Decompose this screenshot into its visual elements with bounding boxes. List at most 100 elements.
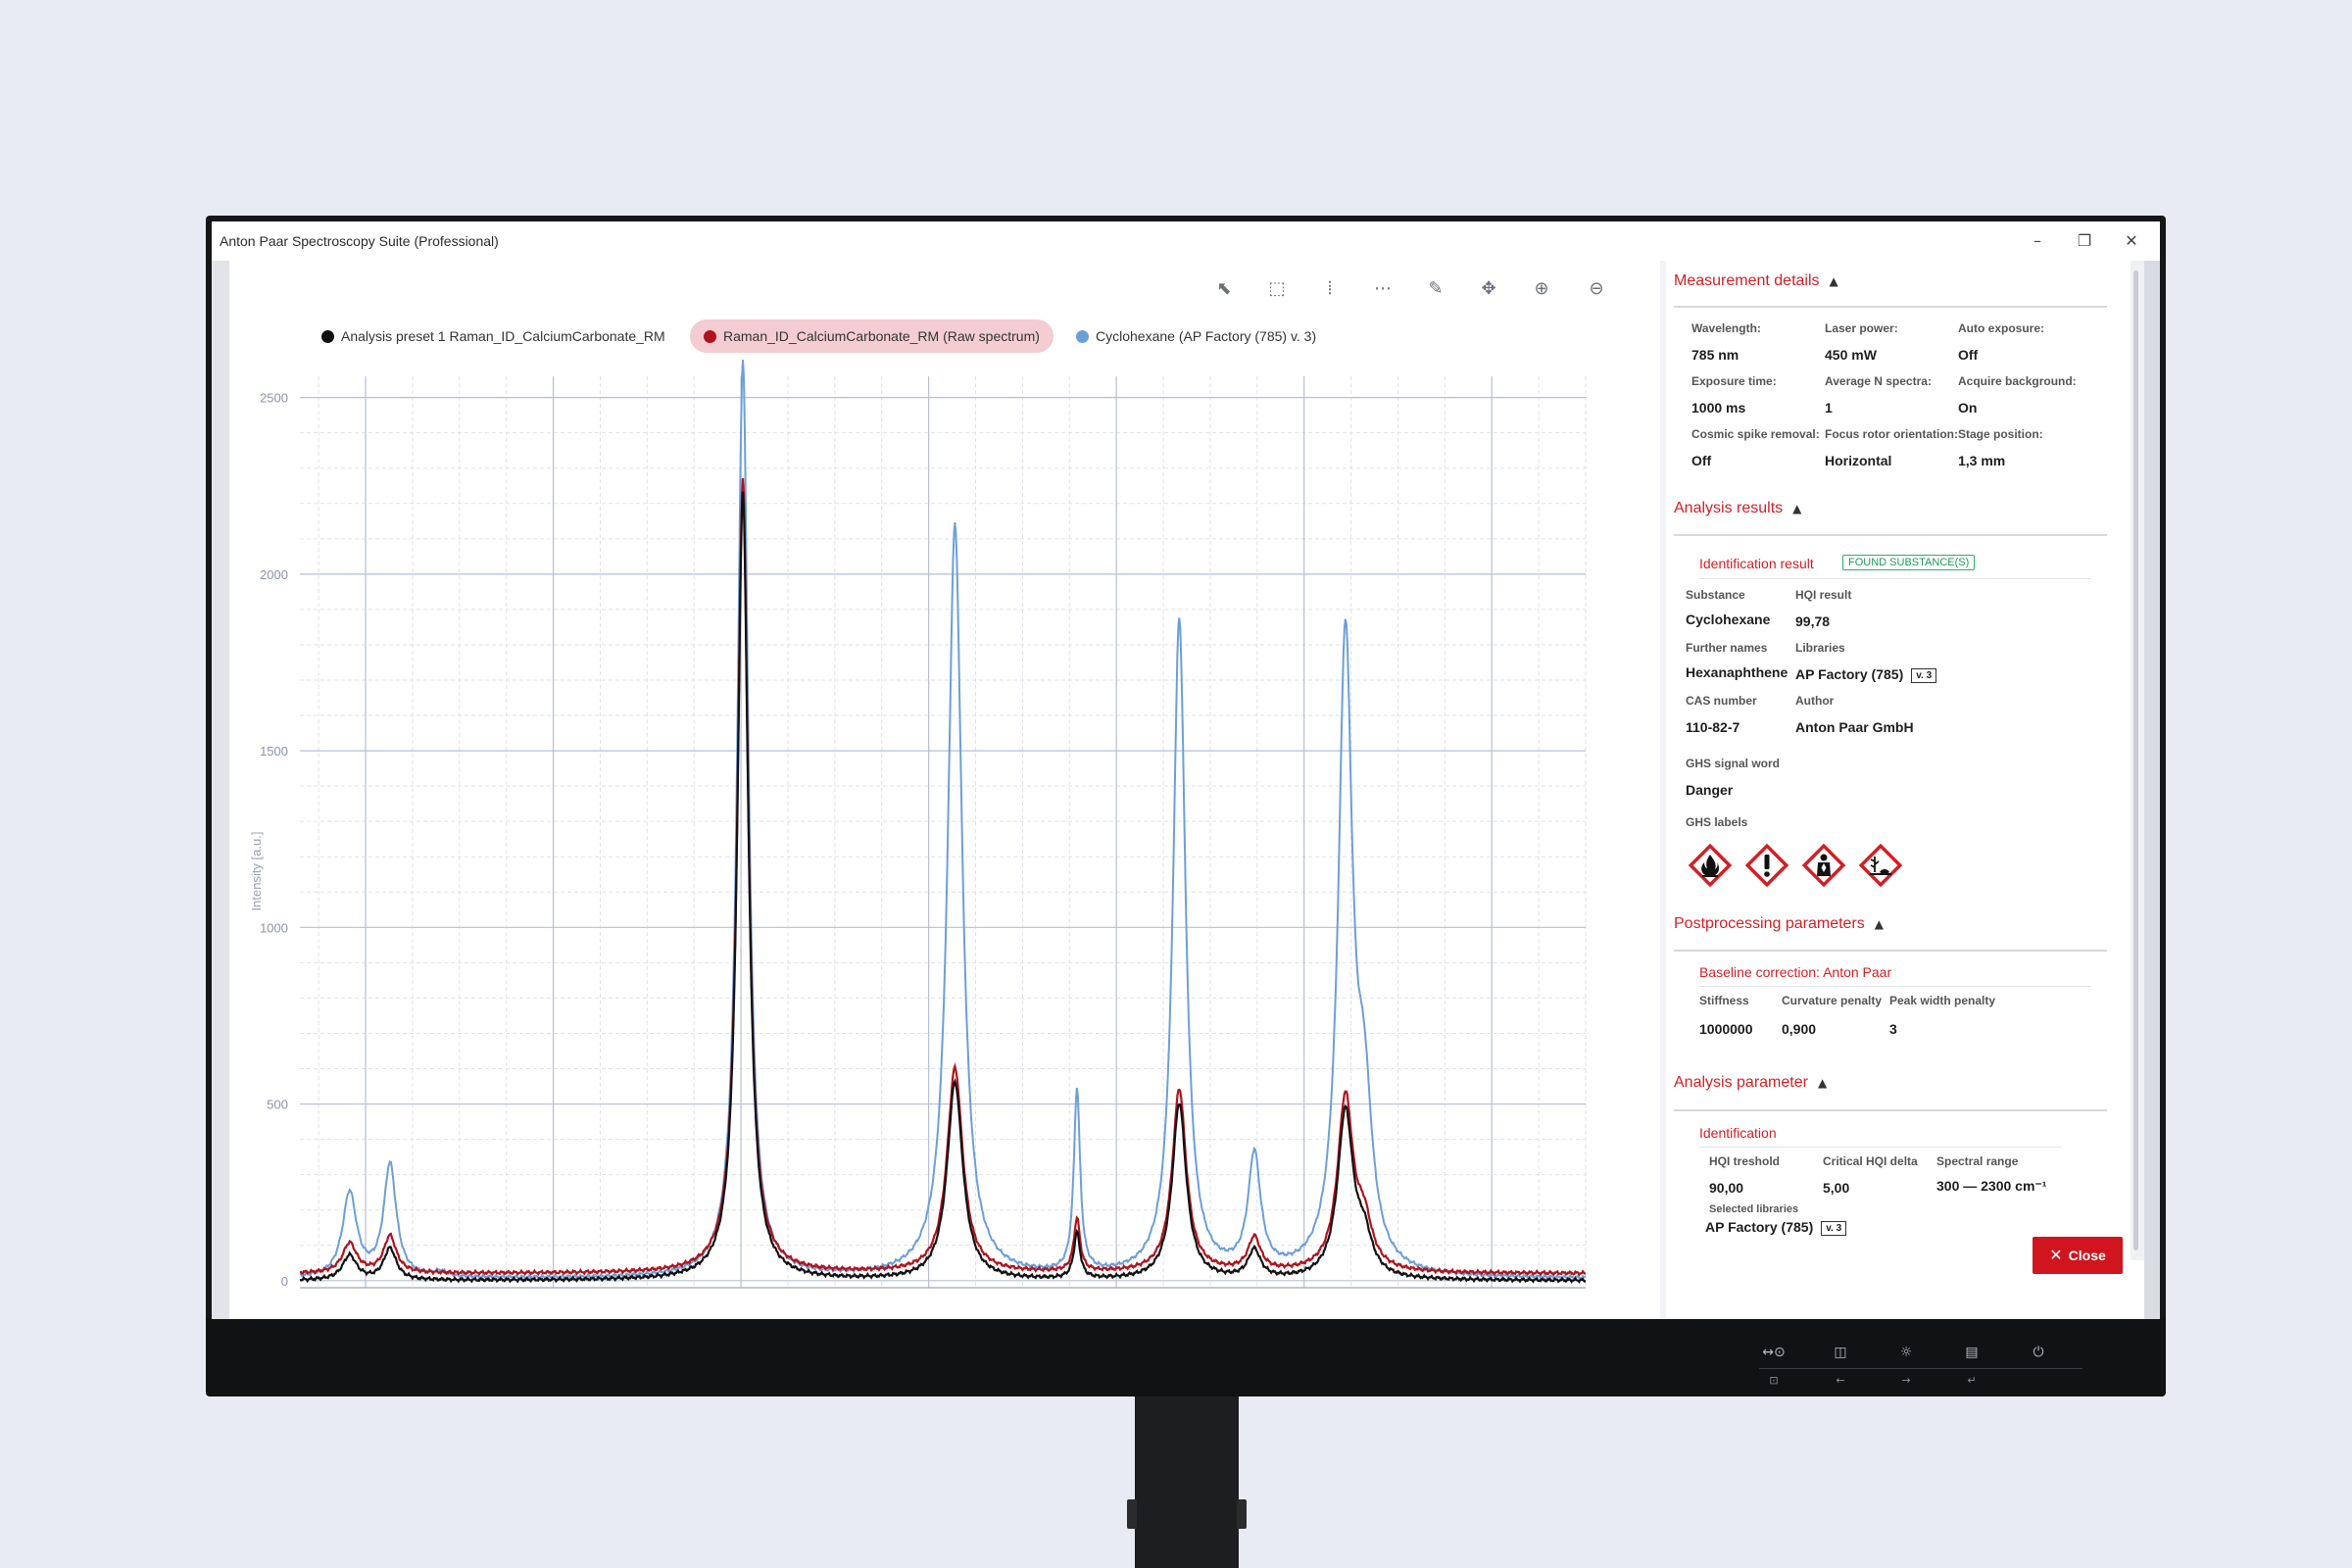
substance-value: Cyclohexane <box>1686 612 1771 627</box>
selected-library-name: AP Factory (785) <box>1705 1219 1814 1235</box>
legend-dot <box>1076 330 1089 343</box>
pan-icon[interactable]: ✥ <box>1481 278 1496 299</box>
x-zoom-icon[interactable]: ⦙ <box>1327 278 1333 299</box>
monitor-stand <box>1135 1392 1239 1568</box>
field-value: 1,3 mm <box>1958 453 2006 468</box>
chevron-up-icon: ▲ <box>1829 274 1838 288</box>
field-label: Average N spectra: <box>1825 374 1932 388</box>
section-divider <box>1674 1109 2107 1111</box>
y-axis-label: Intensity [a.u.] <box>249 832 264 911</box>
peak-width-label: Peak width penalty <box>1889 994 1996 1007</box>
monitor-menu-icon[interactable]: ▤ <box>1965 1345 1979 1360</box>
chevron-up-icon: ▲ <box>1874 917 1884 931</box>
y-zoom-icon[interactable]: ⋯ <box>1374 278 1392 299</box>
legend-item-raw-spectrum[interactable]: Raman_ID_CalciumCarbonate_RM (Raw spectr… <box>690 319 1054 353</box>
monitor-sub-icon: → <box>1901 1374 1911 1387</box>
close-button[interactable]: ✕ Close <box>2033 1237 2123 1274</box>
flame-pictogram-icon <box>1688 843 1733 888</box>
monitor-power-icon[interactable]: ⏻ <box>2033 1345 2044 1360</box>
restore-button[interactable]: ❐ <box>2077 231 2092 250</box>
library-value: AP Factory (785) v. 3 <box>1795 666 1937 683</box>
author-value: Anton Paar GmbH <box>1795 719 1914 735</box>
series-line <box>300 360 1586 1281</box>
monitor-chin <box>206 1318 2166 1396</box>
left-strip <box>212 261 229 1319</box>
sub-divider <box>1699 578 2091 579</box>
monitor-input-icon[interactable]: ↔⊙ <box>1762 1345 1786 1360</box>
field-value: 785 nm <box>1691 347 1740 363</box>
legend-label: Cyclohexane (AP Factory (785) v. 3) <box>1096 328 1317 344</box>
box-zoom-icon[interactable]: ⬚ <box>1268 278 1286 299</box>
series-line <box>300 477 1586 1277</box>
legend-label: Analysis preset 1 Raman_ID_CalciumCarbon… <box>341 328 665 344</box>
postprocessing-header[interactable]: Postprocessing parameters ▲ <box>1674 915 1884 933</box>
chevron-up-icon: ▲ <box>1817 1076 1828 1090</box>
sub-divider <box>1699 1147 2062 1148</box>
right-edge-strip <box>2144 261 2160 1319</box>
selected-library-value: AP Factory (785) v. 3 <box>1705 1219 1847 1236</box>
field-value: Horizontal <box>1825 453 1892 468</box>
section-divider <box>1674 950 2107 952</box>
zoom-in-icon[interactable]: ⊕ <box>1534 278 1549 299</box>
spectrum-chart[interactable]: 4006008001000120014001600050010001500200… <box>229 261 1660 1299</box>
hqi-threshold-label: HQI treshold <box>1709 1154 1781 1168</box>
zoom-out-icon[interactable]: ⊖ <box>1589 278 1604 299</box>
baseline-correction-label: Baseline correction: Anton Paar <box>1699 964 1892 980</box>
measurement-details-header[interactable]: Measurement details ▲ <box>1674 272 1838 290</box>
minimize-button[interactable]: – <box>2034 231 2041 250</box>
section-title: Postprocessing parameters <box>1674 915 1865 932</box>
monitor-sub-icon: ⊡ <box>1769 1374 1779 1387</box>
curvature-value: 0,900 <box>1782 1021 1817 1037</box>
monitor-brightness-icon[interactable]: ☼ <box>1899 1345 1913 1360</box>
sub-divider <box>1699 986 2091 987</box>
legend-dot <box>321 330 334 343</box>
section-divider <box>1674 306 2107 308</box>
monitor-sub-icon: ← <box>1836 1374 1845 1387</box>
close-icon: ✕ <box>2049 1246 2063 1264</box>
monitor-stand-tab <box>1127 1499 1137 1529</box>
hqi-threshold-value: 90,00 <box>1709 1180 1744 1196</box>
window-close-button[interactable]: ✕ <box>2125 231 2138 250</box>
peak-width-value: 3 <box>1889 1021 1897 1037</box>
window-title: Anton Paar Spectroscopy Suite (Professio… <box>220 233 499 249</box>
chart-panel: ⬉ ⬚ ⦙ ⋯ ✎ ✥ ⊕ ⊖ Analysis preset 1 Raman_… <box>229 261 1660 1319</box>
legend-item-cyclohexane[interactable]: Cyclohexane (AP Factory (785) v. 3) <box>1062 319 1330 353</box>
cas-value: 110-82-7 <box>1686 719 1740 735</box>
field-label: Wavelength: <box>1691 321 1761 335</box>
monitor-mode-icon[interactable]: ◫ <box>1834 1345 1847 1360</box>
substance-label: Substance <box>1686 588 1745 602</box>
analysis-parameter-header[interactable]: Analysis parameter ▲ <box>1674 1074 1827 1092</box>
further-names-label: Further names <box>1686 641 1768 655</box>
health-hazard-pictogram-icon <box>1801 843 1846 888</box>
selected-libraries-label: Selected libraries <box>1709 1203 1799 1215</box>
section-title: Analysis parameter <box>1674 1074 1808 1091</box>
ghs-labels-label: GHS labels <box>1686 815 1748 829</box>
section-title: Measurement details <box>1674 272 1820 289</box>
y-tick-label: 2500 <box>260 391 288 406</box>
y-tick-label: 0 <box>281 1274 288 1289</box>
environment-pictogram-icon <box>1858 843 1903 888</box>
cas-label: CAS number <box>1686 694 1757 708</box>
y-tick-label: 500 <box>267 1098 288 1112</box>
library-version-tag: v. 3 <box>1911 667 1937 683</box>
close-label: Close <box>2068 1248 2106 1263</box>
ghs-pictograms <box>1688 843 1923 892</box>
y-tick-label: 1000 <box>260 920 288 935</box>
monitor-buttons: ↔⊙ ◫ ☼ ▤ ⏻ ⊡ ← → ↵ <box>1759 1345 2082 1394</box>
annotate-icon[interactable]: ✎ <box>1428 278 1444 299</box>
stiffness-label: Stiffness <box>1699 994 1749 1007</box>
hqi-label: HQI result <box>1795 588 1852 602</box>
found-substance-badge: FOUND SUBSTANCE(S) <box>1842 555 1976 570</box>
libraries-label: Libraries <box>1795 641 1845 655</box>
legend-item-analysis-preset[interactable]: Analysis preset 1 Raman_ID_CalciumCarbon… <box>308 319 679 353</box>
spectral-range-label: Spectral range <box>1936 1154 2019 1168</box>
field-label: Stage position: <box>1958 427 2043 441</box>
critical-hqi-value: 5,00 <box>1823 1180 1850 1196</box>
analysis-results-header[interactable]: Analysis results ▲ <box>1674 500 1801 517</box>
pointer-icon[interactable]: ⬉ <box>1216 278 1232 299</box>
hqi-value: 99,78 <box>1795 613 1831 629</box>
monitor-stand-tab <box>1237 1499 1247 1529</box>
scrollbar-thumb[interactable] <box>2133 270 2138 1250</box>
series-line <box>300 491 1586 1284</box>
app-content: ⬉ ⬚ ⦙ ⋯ ✎ ✥ ⊕ ⊖ Analysis preset 1 Raman_… <box>212 261 2160 1319</box>
